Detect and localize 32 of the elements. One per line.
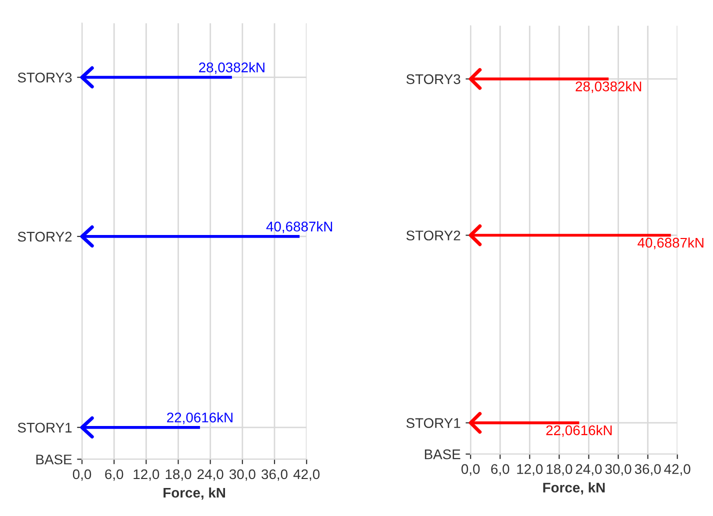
x-tick-label: 18,0 [546, 464, 572, 476]
data-label: 22,0616kN [546, 425, 612, 437]
x-tick-label: 36,0 [634, 464, 661, 476]
x-tick-label: 30,0 [229, 469, 256, 481]
x-tick-label: 0,0 [461, 464, 480, 476]
x-tick-label: 24,0 [198, 469, 224, 481]
y-tick-label: STORY3 [406, 74, 460, 84]
x-tick-label: 0,0 [72, 469, 92, 481]
y-tick-label: BASE [36, 454, 72, 464]
x-tick-label: 42,0 [664, 464, 690, 476]
y-tick-label: STORY3 [18, 72, 72, 82]
data-label: 28,0382kN [199, 62, 264, 74]
y-tick-label: STORY1 [18, 422, 72, 433]
y-tick-label: BASE [424, 449, 460, 460]
x-tick-label: 12,0 [134, 469, 160, 481]
x-tick-label: 42,0 [293, 469, 320, 481]
x-tick-label: 6,0 [491, 464, 510, 476]
data-label: 28,0382kN [576, 81, 642, 93]
y-tick-label: STORY2 [406, 230, 460, 240]
x-tick-label: 24,0 [576, 464, 602, 476]
data-label: 40,6887kN [266, 221, 332, 234]
y-tick-label: STORY2 [18, 232, 72, 242]
x-tick-label: 36,0 [262, 469, 288, 481]
x-tick-label: 30,0 [605, 464, 632, 476]
x-axis-title: Force, kN [543, 482, 605, 495]
x-tick-label: 12,0 [517, 464, 543, 476]
data-label: 40,6887kN [638, 237, 704, 250]
y-tick-label: STORY1 [406, 418, 460, 428]
data-label: 22,0616kN [167, 412, 232, 424]
x-axis-title: Force, kN [164, 487, 226, 500]
x-tick-label: 6,0 [105, 469, 124, 481]
x-tick-label: 18,0 [166, 469, 192, 481]
